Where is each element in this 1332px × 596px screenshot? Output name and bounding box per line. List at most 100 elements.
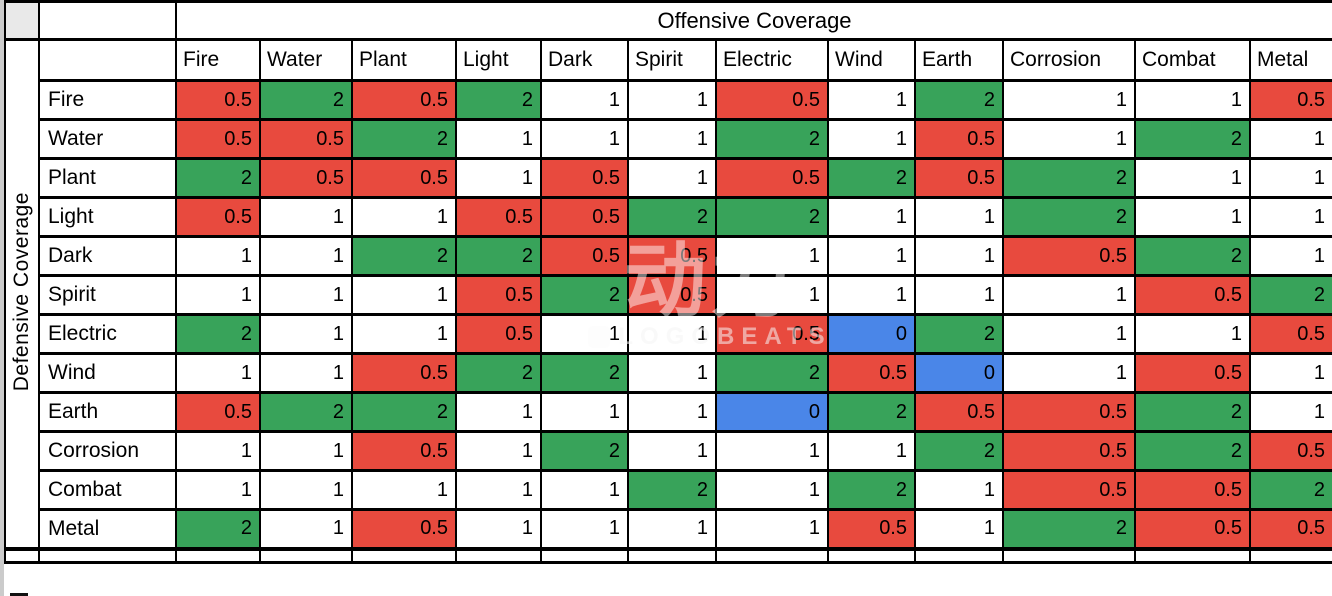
- cell-spirit-earth: 1: [914, 274, 1004, 316]
- cell-wind-spirit: 1: [627, 352, 717, 394]
- table-row-combat: Combat 1 1 1 1 1 2 1 2 1 0.5 0.5 2: [5, 469, 1332, 511]
- cell-plant-plant: 0.5: [351, 157, 457, 199]
- cell-water-spirit: 1: [627, 118, 717, 160]
- cell-fire-combat: 1: [1134, 79, 1251, 121]
- col-header-dark: Dark: [540, 38, 629, 82]
- cell-plant-electric: 0.5: [715, 157, 829, 199]
- cutoff-row-fragment: [10, 593, 28, 596]
- cell-electric-wind: 0: [827, 313, 916, 355]
- blank-label-cell: [38, 38, 177, 82]
- cutoff-cell: [1134, 546, 1251, 564]
- cell-water-metal: 1: [1248, 118, 1332, 160]
- cell-combat-metal: 2: [1248, 469, 1332, 511]
- cell-metal-electric: 1: [715, 508, 829, 550]
- cell-earth-corrosion: 0.5: [1002, 391, 1136, 433]
- cell-electric-electric: 0.5: [715, 313, 829, 355]
- cell-dark-combat: 2: [1134, 235, 1251, 277]
- row-header-water: Water: [38, 118, 177, 160]
- cell-light-water: 1: [259, 196, 353, 238]
- cell-water-plant: 2: [351, 118, 457, 160]
- cell-light-electric: 2: [715, 196, 829, 238]
- cutoff-cell: [627, 546, 717, 564]
- corner-cell: [4, 0, 40, 41]
- cell-water-water: 0.5: [259, 118, 353, 160]
- cell-fire-metal: 0.5: [1248, 79, 1332, 121]
- cell-combat-dark: 1: [540, 469, 629, 511]
- cell-metal-spirit: 1: [627, 508, 717, 550]
- cell-fire-plant: 0.5: [351, 79, 457, 121]
- cell-electric-corrosion: 1: [1002, 313, 1136, 355]
- cell-earth-spirit: 1: [627, 391, 717, 433]
- cell-corrosion-corrosion: 0.5: [1002, 430, 1136, 472]
- cell-fire-water: 2: [259, 79, 353, 121]
- defensive-coverage-header: Defensive Coverage: [4, 38, 40, 550]
- table-row-fire: Fire 0.5 2 0.5 2 1 1 0.5 1 2 1 1 0.5: [5, 79, 1332, 121]
- table-row-corrosion: Corrosion 1 1 0.5 1 2 1 1 1 2 0.5 2 0.5: [5, 430, 1332, 472]
- row-header-combat: Combat: [38, 469, 177, 511]
- col-header-fire: Fire: [175, 38, 261, 82]
- cutoff-cell: [827, 546, 916, 564]
- row-header-dark: Dark: [38, 235, 177, 277]
- cell-earth-combat: 2: [1134, 391, 1251, 433]
- cell-earth-fire: 0.5: [175, 391, 261, 433]
- table-row-earth: Earth 0.5 2 2 1 1 1 0 2 0.5 0.5 2 1: [5, 391, 1332, 433]
- cell-plant-metal: 1: [1248, 157, 1332, 199]
- cell-fire-corrosion: 1: [1002, 79, 1136, 121]
- cell-light-light: 0.5: [455, 196, 542, 238]
- row-header-plant: Plant: [38, 157, 177, 199]
- cutoff-cell: [259, 546, 353, 564]
- cell-fire-dark: 1: [540, 79, 629, 121]
- cell-spirit-electric: 1: [715, 274, 829, 316]
- cell-earth-water: 2: [259, 391, 353, 433]
- cell-plant-wind: 2: [827, 157, 916, 199]
- cell-spirit-light: 0.5: [455, 274, 542, 316]
- cell-metal-water: 1: [259, 508, 353, 550]
- type-effectiveness-table: Offensive Coverage Defensive Coverage Fire…: [4, 0, 1332, 564]
- table-row-dark: Dark 1 1 2 2 0.5 0.5 1 1 1 0.5 2 1: [5, 235, 1332, 277]
- col-header-combat: Combat: [1134, 38, 1251, 82]
- cell-corrosion-metal: 0.5: [1248, 430, 1332, 472]
- cell-combat-corrosion: 0.5: [1002, 469, 1136, 511]
- defensive-coverage-label: Defensive Coverage: [10, 191, 33, 391]
- cell-dark-metal: 1: [1248, 235, 1332, 277]
- col-header-corrosion: Corrosion: [1002, 38, 1136, 82]
- row-header-metal: Metal: [38, 508, 177, 550]
- cell-combat-combat: 0.5: [1134, 469, 1251, 511]
- cell-metal-plant: 0.5: [351, 508, 457, 550]
- cell-dark-dark: 0.5: [540, 235, 629, 277]
- cell-water-corrosion: 1: [1002, 118, 1136, 160]
- cell-metal-wind: 0.5: [827, 508, 916, 550]
- cell-wind-light: 2: [455, 352, 542, 394]
- table-row-plant: Plant 2 0.5 0.5 1 0.5 1 0.5 2 0.5 2 1 1: [5, 157, 1332, 199]
- cell-corrosion-light: 1: [455, 430, 542, 472]
- cell-corrosion-plant: 0.5: [351, 430, 457, 472]
- table-row-light: Light 0.5 1 1 0.5 0.5 2 2 1 1 2 1 1: [5, 196, 1332, 238]
- cell-metal-combat: 0.5: [1134, 508, 1251, 550]
- table-row-metal: Metal 2 1 0.5 1 1 1 1 0.5 1 2 0.5 0.5: [5, 508, 1332, 550]
- cell-dark-fire: 1: [175, 235, 261, 277]
- cell-electric-combat: 1: [1134, 313, 1251, 355]
- cell-electric-fire: 2: [175, 313, 261, 355]
- col-header-plant: Plant: [351, 38, 457, 82]
- cell-earth-wind: 2: [827, 391, 916, 433]
- cell-dark-plant: 2: [351, 235, 457, 277]
- cell-electric-earth: 2: [914, 313, 1004, 355]
- cell-spirit-metal: 2: [1248, 274, 1332, 316]
- cell-water-light: 1: [455, 118, 542, 160]
- cell-dark-light: 2: [455, 235, 542, 277]
- cell-light-earth: 1: [914, 196, 1004, 238]
- cell-electric-plant: 1: [351, 313, 457, 355]
- cell-wind-wind: 0.5: [827, 352, 916, 394]
- cell-water-combat: 2: [1134, 118, 1251, 160]
- cell-fire-earth: 2: [914, 79, 1004, 121]
- cell-metal-fire: 2: [175, 508, 261, 550]
- cell-light-wind: 1: [827, 196, 916, 238]
- cell-electric-metal: 0.5: [1248, 313, 1332, 355]
- cell-spirit-water: 1: [259, 274, 353, 316]
- cell-plant-spirit: 1: [627, 157, 717, 199]
- cell-combat-light: 1: [455, 469, 542, 511]
- cell-metal-earth: 1: [914, 508, 1004, 550]
- cell-light-combat: 1: [1134, 196, 1251, 238]
- cell-earth-electric: 0: [715, 391, 829, 433]
- col-header-electric: Electric: [715, 38, 829, 82]
